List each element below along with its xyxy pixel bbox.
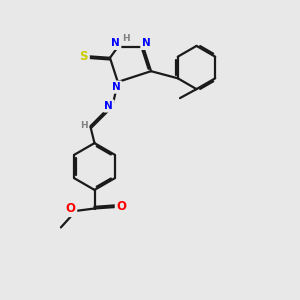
Text: H: H <box>122 34 130 43</box>
Text: N: N <box>142 38 151 48</box>
Text: H: H <box>80 121 88 130</box>
Text: N: N <box>112 82 121 92</box>
Text: N: N <box>111 38 120 48</box>
Text: O: O <box>65 202 76 215</box>
Text: O: O <box>116 200 127 213</box>
Text: N: N <box>104 101 113 111</box>
Text: S: S <box>80 50 88 63</box>
